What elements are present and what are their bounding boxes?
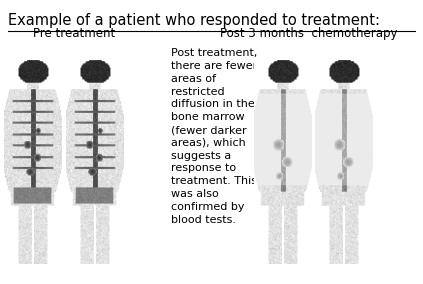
Text: Post 3 months  chemotherapy: Post 3 months chemotherapy — [220, 27, 398, 40]
Text: Pre treatment: Pre treatment — [33, 27, 115, 40]
Text: Example of a patient who responded to treatment:: Example of a patient who responded to tr… — [8, 13, 380, 28]
Text: Post treatment,
there are fewer
areas of
restricted
diffusion in the
bone marrow: Post treatment, there are fewer areas of… — [171, 48, 258, 225]
